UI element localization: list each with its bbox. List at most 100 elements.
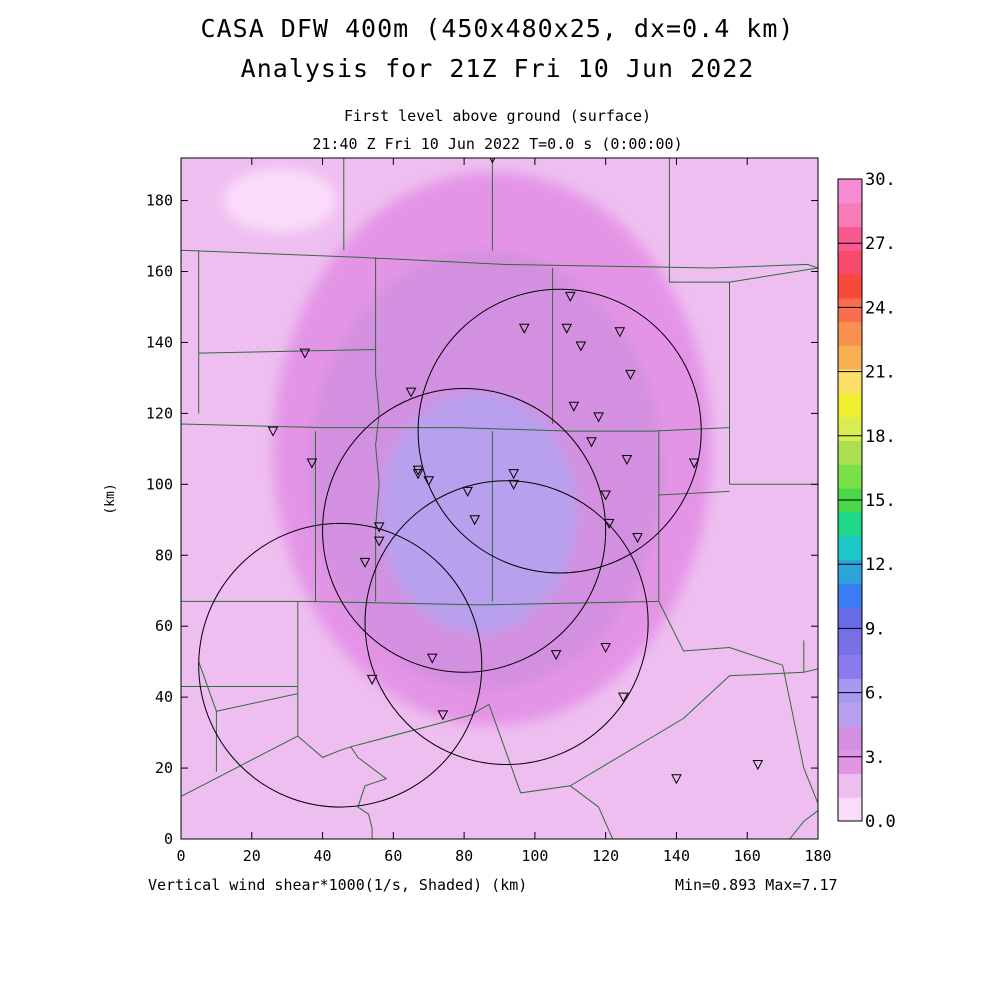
station-marker (564, 291, 576, 302)
colorbar-tick-label: 18. (865, 427, 896, 447)
colorbar-swatch (838, 416, 862, 442)
colorbar-swatch (838, 321, 862, 346)
radar-ring-2 (364, 480, 649, 766)
station-marker (568, 401, 580, 412)
x-tick-label: 20 (243, 847, 261, 865)
colorbar-swatch (838, 583, 862, 608)
station-marker (405, 387, 417, 398)
colorbar-swatch (838, 369, 862, 394)
colorbar-swatch (838, 559, 862, 584)
y-tick-label: 120 (146, 404, 173, 422)
station-marker (366, 674, 378, 685)
y-tick-label: 40 (155, 688, 173, 706)
station-marker (561, 323, 573, 334)
field-region-4 (379, 392, 578, 634)
county-boundary-4 (198, 349, 376, 354)
colorbar-tick-label: 27. (865, 234, 896, 254)
station-marker (550, 650, 562, 661)
colorbar: 0.0 3. 6. 9. 12. 15. 18. 21. 24. 27. 30. (837, 170, 896, 832)
station-marker (412, 465, 424, 476)
county-boundaries (181, 158, 818, 839)
y-tick-label: 140 (146, 333, 173, 351)
station-marker (437, 710, 449, 721)
colorbar-swatch (838, 274, 862, 299)
county-boundary-6 (375, 257, 380, 602)
station-marker (508, 469, 519, 480)
y-tick-label: 60 (155, 617, 173, 635)
station-marker (618, 692, 629, 703)
colorbar-swatch (838, 393, 862, 418)
colorbar-swatch (838, 702, 862, 727)
colorbar-tick-label: 6. (865, 684, 885, 704)
station-marker (462, 486, 473, 497)
colorbar-tick-label: 15. (865, 491, 896, 511)
colorbar-swatch (838, 464, 862, 489)
station-marker (518, 323, 530, 334)
colorbar-swatch (838, 202, 862, 228)
station-marker (423, 476, 435, 487)
colorbar-swatch (838, 749, 862, 774)
y-axis: 0 20 40 60 80 100 120 140 160 180 (146, 192, 818, 848)
county-boundary-0 (181, 249, 818, 269)
colorbar-swatch (838, 797, 862, 822)
x-tick-label: 180 (804, 847, 831, 865)
x-tick-label: 100 (521, 847, 548, 865)
chart-title-line2: Analysis for 21Z Fri 10 Jun 2022 (240, 54, 755, 83)
station-marker (412, 469, 424, 480)
station-marker (688, 458, 700, 469)
radar-ring-0 (322, 388, 607, 673)
field-region-0 (223, 168, 337, 233)
colorbar-swatch (838, 226, 862, 251)
colorbar-swatch (838, 511, 862, 537)
colorbar-tick-label: 12. (865, 555, 896, 575)
colorbar-swatch (838, 725, 862, 751)
y-tick-label: 180 (146, 192, 173, 210)
station-marker (593, 412, 604, 423)
station-marker (600, 642, 611, 654)
county-boundary-16 (658, 495, 805, 769)
colorbar-swatch (838, 345, 862, 370)
station-marker (267, 426, 279, 437)
colorbar-tick-label: 24. (865, 298, 896, 318)
county-boundary-23 (181, 735, 299, 797)
radar-range-rings (198, 288, 702, 808)
colorbar-tick-label: 3. (865, 748, 885, 768)
y-axis-label: (km) (103, 483, 118, 514)
station-marker (600, 490, 611, 501)
x-tick-label: 160 (734, 847, 761, 865)
plot-frame (180, 157, 819, 840)
radar-ring-3 (198, 522, 483, 808)
station-marker (373, 522, 385, 533)
station-marker (469, 515, 481, 526)
county-boundary-21 (297, 735, 388, 839)
y-tick-label: 80 (155, 546, 173, 564)
county-boundary-1 (181, 423, 730, 432)
colorbar-swatch (838, 678, 862, 703)
station-marker (621, 454, 633, 466)
colorbar-swatch (838, 297, 862, 323)
station-marker (373, 536, 385, 547)
station-marker (752, 760, 764, 771)
station-marker (632, 533, 643, 544)
shaded-field (181, 158, 818, 839)
county-boundary-26 (803, 767, 818, 804)
y-tick-label: 160 (146, 263, 173, 281)
station-marker (671, 774, 682, 785)
colorbar-swatch (838, 440, 862, 465)
station-marker (625, 369, 636, 380)
station-marker (359, 557, 371, 568)
station-marker (426, 653, 438, 664)
chart-subtitle-time: 21:40 Z Fri 10 Jun 2022 T=0.0 s (0:00:00… (312, 135, 683, 153)
min-max-readout: Min=0.893 Max=7.17 (675, 876, 838, 894)
station-marker (299, 348, 311, 359)
chart-subtitle-level: First level above ground (surface) (343, 107, 652, 125)
colorbar-tick-label: 30. (865, 170, 896, 190)
colorbar-swatch (838, 773, 862, 798)
colorbar-tick-label: 21. (865, 363, 896, 383)
station-marker (603, 518, 615, 529)
colorbar-swatch (838, 179, 862, 204)
field-description-label: Vertical wind shear*1000(1/s, Shaded) (k… (148, 876, 528, 894)
x-tick-label: 40 (314, 847, 332, 865)
colorbar-swatch (838, 630, 862, 656)
colorbar-tick-label: 9. (865, 619, 885, 639)
